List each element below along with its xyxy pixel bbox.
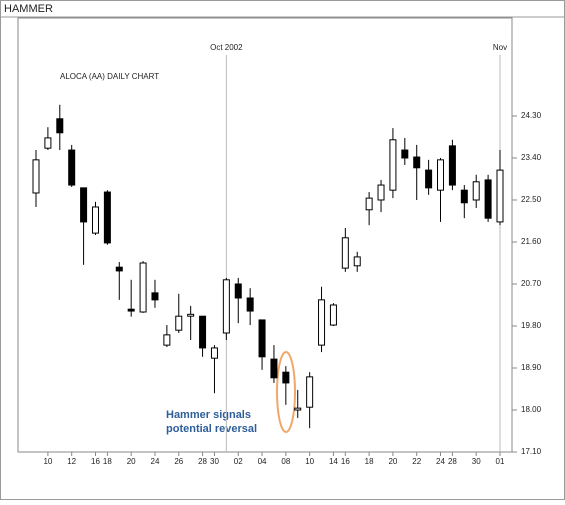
- candle-body: [32, 159, 40, 194]
- annotation: Hammer signals: [166, 409, 251, 421]
- y-tick-label: 19.80: [521, 321, 542, 330]
- x-tick-label: 26: [174, 457, 183, 466]
- candle-body: [115, 266, 123, 272]
- candle-body: [258, 319, 266, 358]
- candle-body: [425, 169, 433, 189]
- candle-body: [437, 159, 445, 191]
- x-tick-label: 12: [67, 457, 76, 466]
- annotation: potential reversal: [166, 423, 257, 435]
- candle-body: [329, 304, 337, 326]
- candle-body: [413, 156, 421, 169]
- x-tick-label: 18: [103, 457, 112, 466]
- candle-body: [222, 279, 230, 334]
- candle-body: [234, 283, 242, 299]
- candle-body: [187, 313, 195, 317]
- candle-body: [56, 118, 64, 134]
- candle-body: [460, 189, 468, 204]
- candle-body: [448, 145, 456, 186]
- candle-body: [127, 308, 135, 312]
- hammer-highlight: [276, 351, 296, 433]
- x-tick-label: 22: [412, 457, 421, 466]
- x-tick-label: 04: [258, 457, 267, 466]
- plot-frame: [17, 17, 513, 453]
- x-tick-label: 30: [210, 457, 219, 466]
- candle-body: [246, 297, 254, 312]
- candle-body: [282, 371, 290, 384]
- x-tick-label: 10: [43, 457, 52, 466]
- candle-body: [496, 169, 504, 223]
- y-tick-label: 17.10: [521, 447, 542, 456]
- candle-body: [306, 376, 314, 408]
- x-tick-label: 28: [198, 457, 207, 466]
- header-title: HAMMER: [4, 3, 53, 15]
- x-tick-label: 01: [496, 457, 505, 466]
- candle-body: [389, 139, 397, 191]
- candle-body: [341, 237, 349, 269]
- x-tick-label: 10: [305, 457, 314, 466]
- y-tick-label: 24.30: [521, 111, 542, 120]
- y-tick-label: 23.40: [521, 153, 542, 162]
- x-tick-label: 08: [281, 457, 290, 466]
- x-tick-label: 20: [388, 457, 397, 466]
- candle-body: [365, 197, 373, 211]
- candle-body: [163, 334, 171, 346]
- y-tick-label: 22.50: [521, 195, 542, 204]
- candle-body: [68, 149, 76, 186]
- candle-body: [270, 358, 278, 379]
- x-tick-label: 14: [329, 457, 338, 466]
- candle-body: [103, 191, 111, 244]
- candle-body: [294, 407, 302, 411]
- candle-body: [44, 137, 52, 149]
- candle-body: [139, 262, 147, 313]
- chart-title: ALOCA (AA) DAILY CHART: [60, 72, 159, 81]
- y-tick-label: 20.70: [521, 279, 542, 288]
- y-tick-label: 18.90: [521, 363, 542, 372]
- x-tick-label: 16: [91, 457, 100, 466]
- x-tick-label: 30: [472, 457, 481, 466]
- x-tick-label: 24: [151, 457, 160, 466]
- candle-body: [199, 315, 207, 349]
- candle-body: [151, 292, 159, 301]
- x-tick-label: 20: [127, 457, 136, 466]
- y-tick-label: 18.00: [521, 405, 542, 414]
- candle-body: [91, 206, 99, 234]
- x-tick-label: 16: [341, 457, 350, 466]
- x-tick-label: 24: [436, 457, 445, 466]
- x-tick-label: 18: [365, 457, 374, 466]
- month-label: Nov: [493, 43, 507, 52]
- candle-body: [353, 256, 361, 267]
- candle-body: [318, 299, 326, 346]
- candle-body: [210, 347, 218, 359]
- candle-body: [484, 179, 492, 219]
- month-label: Oct 2002: [210, 43, 243, 52]
- candle-body: [80, 187, 88, 223]
- x-tick-label: 28: [448, 457, 457, 466]
- candle-body: [401, 149, 409, 159]
- candle-body: [175, 315, 183, 331]
- candle-body: [377, 184, 385, 201]
- x-tick-label: 02: [234, 457, 243, 466]
- y-tick-label: 21.60: [521, 237, 542, 246]
- candle-body: [472, 181, 480, 201]
